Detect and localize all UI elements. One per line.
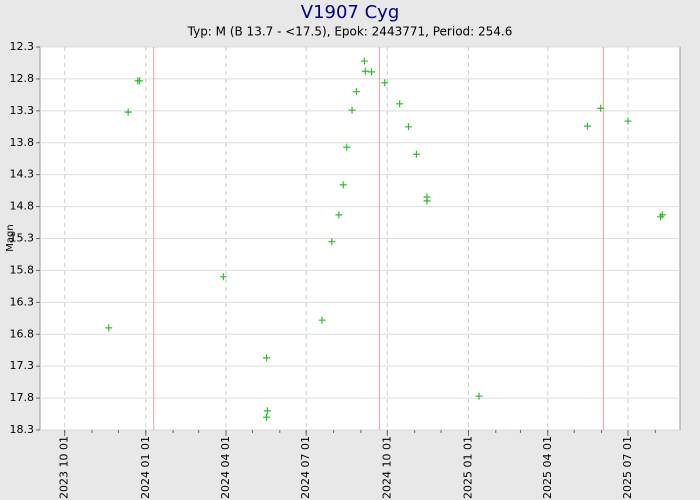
data-point [343,143,351,151]
data-point [381,79,389,87]
y-axis-label: Magn [5,224,16,251]
y-tick-label: 12.8 [10,72,35,85]
x-tick-label: 2025 07 01 [621,436,634,499]
data-point [367,68,375,76]
y-tick-label: 12.3 [10,40,35,53]
data-point [404,123,412,131]
data-point [318,316,326,324]
data-point [219,273,227,281]
data-point [658,211,666,219]
y-tick-label: 13.3 [10,104,35,117]
data-point [263,413,271,421]
data-point [360,57,368,65]
data-point [423,197,431,205]
data-point [597,104,605,112]
x-tick-label: 2025 01 01 [461,436,474,499]
data-point [263,407,271,415]
y-tick-label: 15.3 [10,232,35,245]
x-tick-label: 2024 10 01 [380,436,393,499]
data-point [396,100,404,108]
y-tick-label: 17.3 [10,359,35,372]
data-point [361,67,369,75]
x-tick-label: 2024 07 01 [299,436,312,499]
data-point [583,122,591,130]
y-tick-label: 14.3 [10,168,35,181]
y-tick-label: 16.8 [10,327,35,340]
y-tick-label: 16.3 [10,295,35,308]
x-tick-label: 2025 04 01 [541,436,554,499]
chart-title: V1907 Cyg [301,2,400,23]
y-tick-label: 13.8 [10,136,35,149]
data-point [624,117,632,125]
y-tick-label: 14.8 [10,200,35,213]
data-point [136,77,144,85]
x-tick-label: 2024 01 01 [139,436,152,499]
data-point [328,238,336,246]
chart-subtitle: Typ: M (B 13.7 - <17.5), Epok: 2443771, … [187,25,513,39]
x-tick-label: 2024 04 01 [219,436,232,499]
data-point [352,88,360,96]
data-point [124,108,132,116]
data-point [105,324,113,332]
y-tick-label: 17.8 [10,391,35,404]
data-point [335,211,343,219]
data-point [339,181,347,189]
y-tick-label: 15.8 [10,263,35,276]
data-point [348,106,356,114]
data-point [475,392,483,400]
x-tick-label: 2023 10 01 [58,436,71,499]
data-point [263,354,271,362]
data-point [412,150,420,158]
y-tick-label: 18.3 [10,423,35,436]
